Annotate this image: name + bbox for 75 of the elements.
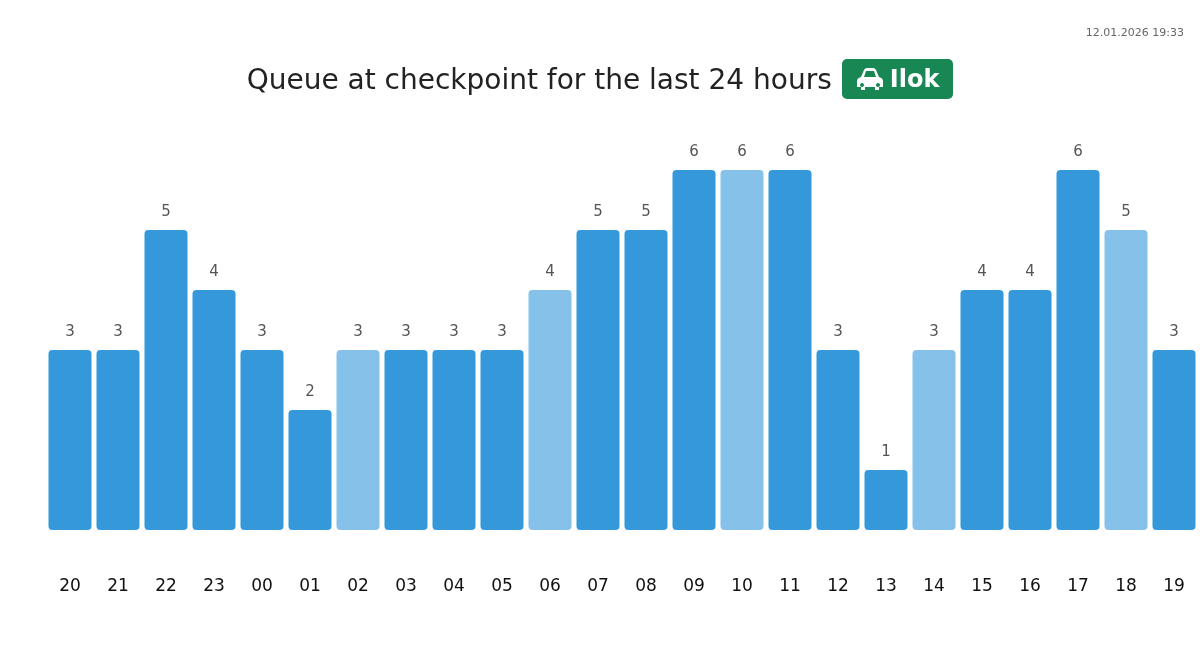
data-label: 3 — [401, 321, 411, 340]
bar — [960, 290, 1004, 530]
x-tick-label: 17 — [1067, 574, 1089, 595]
x-tick-label: 16 — [1019, 574, 1041, 595]
x-tick-label: 21 — [107, 574, 129, 595]
bar — [288, 410, 332, 530]
data-label: 6 — [737, 141, 747, 160]
x-tick-label: 09 — [683, 574, 705, 595]
bar — [912, 350, 956, 530]
x-tick-label: 02 — [347, 574, 369, 595]
data-label: 4 — [209, 261, 219, 280]
data-label: 5 — [161, 201, 171, 220]
data-label: 3 — [353, 321, 363, 340]
bar — [144, 230, 188, 530]
x-tick-label: 05 — [491, 574, 513, 595]
chart-title: Queue at checkpoint for the last 24 hours — [246, 62, 832, 96]
bar — [816, 350, 860, 530]
bar — [1104, 230, 1148, 530]
data-label: 5 — [641, 201, 651, 220]
x-tick-label: 10 — [731, 574, 753, 595]
x-tick-label: 15 — [971, 574, 993, 595]
data-label: 3 — [833, 321, 843, 340]
x-tick-label: 04 — [443, 574, 465, 595]
x-tick-label: 12 — [827, 574, 849, 595]
bar — [432, 350, 476, 530]
bar — [528, 290, 572, 530]
bar — [48, 350, 92, 530]
data-label: 6 — [785, 141, 795, 160]
data-label: 4 — [1025, 261, 1035, 280]
data-label: 4 — [977, 261, 987, 280]
bar — [240, 350, 284, 530]
x-tick-label: 19 — [1163, 574, 1185, 595]
x-tick-label: 06 — [539, 574, 561, 595]
bar — [720, 170, 764, 530]
x-tick-label: 14 — [923, 574, 945, 595]
text: 12.01.2026 19:33 — [1085, 26, 1184, 39]
bar — [1008, 290, 1052, 530]
x-tick-label: 18 — [1115, 574, 1137, 595]
data-label: 4 — [545, 261, 555, 280]
data-label: 2 — [305, 381, 315, 400]
x-tick-label: 01 — [299, 574, 321, 595]
data-label: 5 — [593, 201, 603, 220]
bar — [192, 290, 236, 530]
chart-subtitle: Ilok — [889, 65, 940, 93]
x-tick-label: 11 — [779, 574, 801, 595]
data-label: 1 — [881, 441, 891, 460]
bar — [336, 350, 380, 530]
bar — [864, 470, 908, 530]
data-label: 3 — [1169, 321, 1179, 340]
data-label: 3 — [449, 321, 459, 340]
bar — [384, 350, 428, 530]
bar — [480, 350, 524, 530]
x-tick-label: 20 — [59, 574, 81, 595]
x-tick-label: 00 — [251, 574, 273, 595]
bar — [96, 350, 140, 530]
bar — [624, 230, 668, 530]
data-label: 6 — [689, 141, 699, 160]
data-label: 3 — [257, 321, 267, 340]
data-label: 3 — [497, 321, 507, 340]
bar — [1056, 170, 1100, 530]
data-label: 6 — [1073, 141, 1083, 160]
data-label: 3 — [65, 321, 75, 340]
bar — [1152, 350, 1196, 530]
data-label: 5 — [1121, 201, 1131, 220]
x-tick-label: 08 — [635, 574, 657, 595]
bar — [672, 170, 716, 530]
bar — [576, 230, 620, 530]
bar — [768, 170, 812, 530]
data-label: 3 — [929, 321, 939, 340]
x-tick-label: 23 — [203, 574, 225, 595]
x-tick-label: 13 — [875, 574, 897, 595]
x-tick-label: 07 — [587, 574, 609, 595]
data-label: 3 — [113, 321, 123, 340]
x-tick-label: 22 — [155, 574, 177, 595]
x-tick-label: 03 — [395, 574, 417, 595]
